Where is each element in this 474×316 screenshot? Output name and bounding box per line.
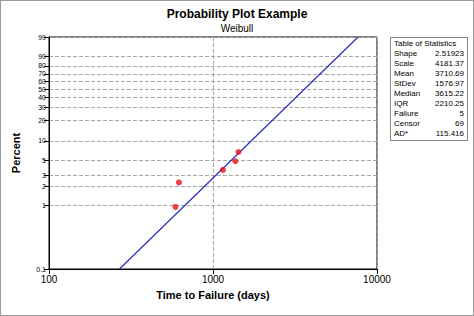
html-text:5: 5 [459, 109, 464, 118]
html-text:Failure: Failure [394, 109, 419, 118]
html-text:4181.37: 4181.37 [435, 59, 464, 68]
svg-text:1: 1 [42, 202, 46, 209]
html-text:3615.22: 3615.22 [435, 89, 464, 98]
svg-text:Time to Failure (days): Time to Failure (days) [156, 289, 270, 301]
svg-text:99: 99 [38, 34, 46, 41]
html-text:2.51923: 2.51923 [435, 49, 464, 58]
svg-text:70: 70 [38, 70, 46, 77]
html-text:StDev: StDev [394, 79, 416, 88]
svg-text:90: 90 [38, 53, 46, 60]
svg-text:Probability Plot Example: Probability Plot Example [167, 7, 308, 21]
html-text:3710.69: 3710.69 [435, 69, 464, 78]
svg-text:1000: 1000 [202, 274, 225, 285]
svg-text:50: 50 [38, 86, 46, 93]
html-text:Table of Statistics: Table of Statistics [394, 39, 457, 48]
html-text:AD*: AD* [394, 129, 409, 138]
svg-text:Percent: Percent [10, 132, 22, 173]
svg-text:60: 60 [38, 78, 46, 85]
svg-text:30: 30 [38, 104, 46, 111]
html-text:115.416: 115.416 [435, 129, 464, 138]
svg-text:80: 80 [38, 62, 46, 69]
html-text:Scale: Scale [394, 59, 414, 68]
svg-text:40: 40 [38, 94, 46, 101]
svg-text:5: 5 [42, 157, 46, 164]
html-text:2210.25: 2210.25 [435, 99, 464, 108]
html-text:Mean: Mean [394, 69, 414, 78]
svg-text:10: 10 [38, 137, 46, 144]
svg-text:2: 2 [42, 183, 46, 190]
svg-text:20: 20 [38, 117, 46, 124]
svg-text:10000: 10000 [363, 274, 391, 285]
html-text:IQR: IQR [394, 99, 409, 108]
svg-text:0.1: 0.1 [36, 266, 46, 273]
svg-text:3: 3 [42, 172, 46, 179]
svg-text:100: 100 [41, 274, 58, 285]
html-text:69: 69 [455, 119, 464, 128]
html-text:1576.97: 1576.97 [435, 79, 464, 88]
html-text:Censor: Censor [394, 119, 420, 128]
html-text:Shape: Shape [394, 49, 418, 58]
html-text:Median: Median [394, 89, 421, 98]
svg-text:Weibull: Weibull [221, 23, 254, 34]
